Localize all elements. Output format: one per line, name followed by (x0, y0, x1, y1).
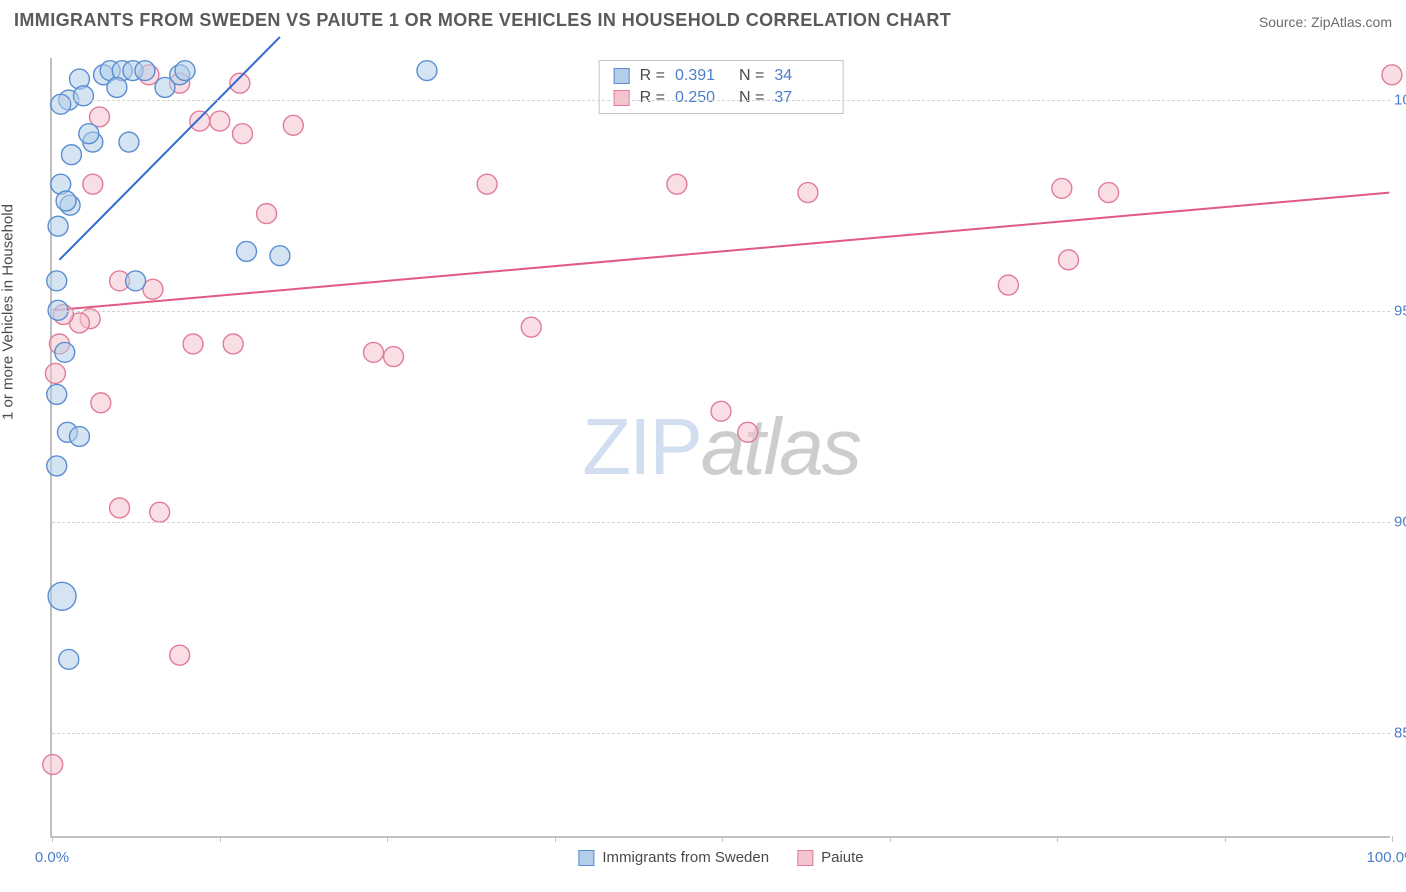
x-tick-mark (555, 836, 556, 842)
data-point (126, 271, 146, 291)
data-point (107, 77, 127, 97)
data-point (384, 347, 404, 367)
stats-r-value: 0.250 (675, 89, 729, 107)
data-point (91, 393, 111, 413)
data-point (55, 342, 75, 362)
plot-area: ZIPatlas R =0.391N =34R =0.250N =37 Immi… (50, 58, 1390, 838)
gridline-horizontal (52, 311, 1390, 312)
data-point (83, 174, 103, 194)
stats-r-label: R = (640, 89, 665, 107)
legend-label: Paiute (821, 849, 864, 866)
data-point (155, 77, 175, 97)
data-point (48, 582, 76, 610)
data-point (1099, 183, 1119, 203)
data-point (1059, 250, 1079, 270)
data-point (283, 115, 303, 135)
data-point (417, 61, 437, 81)
stats-legend-box: R = 0.391 N = 34 R = 0.250 N = 37 (599, 60, 844, 114)
y-tick-label: 95.0% (1394, 302, 1406, 319)
data-point (170, 645, 190, 665)
data-point (47, 271, 67, 291)
data-point (47, 456, 67, 476)
x-tick-mark (52, 836, 53, 842)
x-tick-mark (890, 836, 891, 842)
data-point (56, 191, 76, 211)
x-tick-mark (220, 836, 221, 842)
gridline-horizontal (52, 100, 1390, 101)
legend-swatch (578, 850, 594, 866)
data-point (119, 132, 139, 152)
data-point (223, 334, 243, 354)
legend-item: Immigrants from Sweden (578, 849, 769, 866)
data-point (711, 401, 731, 421)
x-tick-mark (1225, 836, 1226, 842)
data-point (150, 502, 170, 522)
data-point (43, 755, 63, 775)
data-point (667, 174, 687, 194)
data-point (1382, 65, 1402, 85)
data-point (998, 275, 1018, 295)
legend-swatch (614, 90, 630, 106)
stats-n-value: 34 (774, 67, 828, 85)
chart-container: IMMIGRANTS FROM SWEDEN VS PAIUTE 1 OR MO… (0, 0, 1406, 892)
data-point (738, 422, 758, 442)
data-point (477, 174, 497, 194)
x-tick-label: 100.0% (1367, 849, 1406, 866)
data-point (47, 384, 67, 404)
data-point (73, 86, 93, 106)
data-point (110, 498, 130, 518)
gridline-horizontal (52, 522, 1390, 523)
stats-n-value: 37 (774, 89, 828, 107)
legend-label: Immigrants from Sweden (602, 849, 769, 866)
legend-item: Paiute (797, 849, 864, 866)
chart-svg (52, 58, 1390, 836)
y-axis-label: 1 or more Vehicles in Household (0, 204, 17, 420)
x-tick-mark (1392, 836, 1393, 842)
legend-swatch (797, 850, 813, 866)
stats-n-label: N = (739, 67, 764, 85)
data-point (270, 246, 290, 266)
data-point (257, 204, 277, 224)
gridline-horizontal (52, 733, 1390, 734)
x-tick-mark (1057, 836, 1058, 842)
stats-n-label: N = (739, 89, 764, 107)
data-point (45, 363, 65, 383)
data-point (210, 111, 230, 131)
stats-row: R = 0.391 N = 34 (614, 65, 829, 87)
stats-r-value: 0.391 (675, 67, 729, 85)
stats-row: R = 0.250 N = 37 (614, 87, 829, 109)
y-tick-label: 90.0% (1394, 513, 1406, 530)
bottom-legend: Immigrants from Sweden Paiute (578, 849, 863, 866)
data-point (59, 649, 79, 669)
x-tick-mark (387, 836, 388, 842)
x-tick-label: 0.0% (35, 849, 69, 866)
data-point (190, 111, 210, 131)
legend-swatch (614, 68, 630, 84)
data-point (61, 145, 81, 165)
data-point (183, 334, 203, 354)
data-point (79, 124, 99, 144)
stats-r-label: R = (640, 67, 665, 85)
data-point (233, 124, 253, 144)
data-point (798, 183, 818, 203)
data-point (175, 61, 195, 81)
data-point (237, 241, 257, 261)
y-tick-label: 85.0% (1394, 724, 1406, 741)
data-point (48, 216, 68, 236)
x-tick-mark (722, 836, 723, 842)
chart-title: IMMIGRANTS FROM SWEDEN VS PAIUTE 1 OR MO… (14, 10, 951, 31)
data-point (364, 342, 384, 362)
data-point (69, 427, 89, 447)
data-point (521, 317, 541, 337)
data-point (1052, 178, 1072, 198)
y-tick-label: 100.0% (1394, 92, 1406, 109)
source-attribution: Source: ZipAtlas.com (1259, 14, 1392, 30)
data-point (135, 61, 155, 81)
data-point (51, 94, 71, 114)
